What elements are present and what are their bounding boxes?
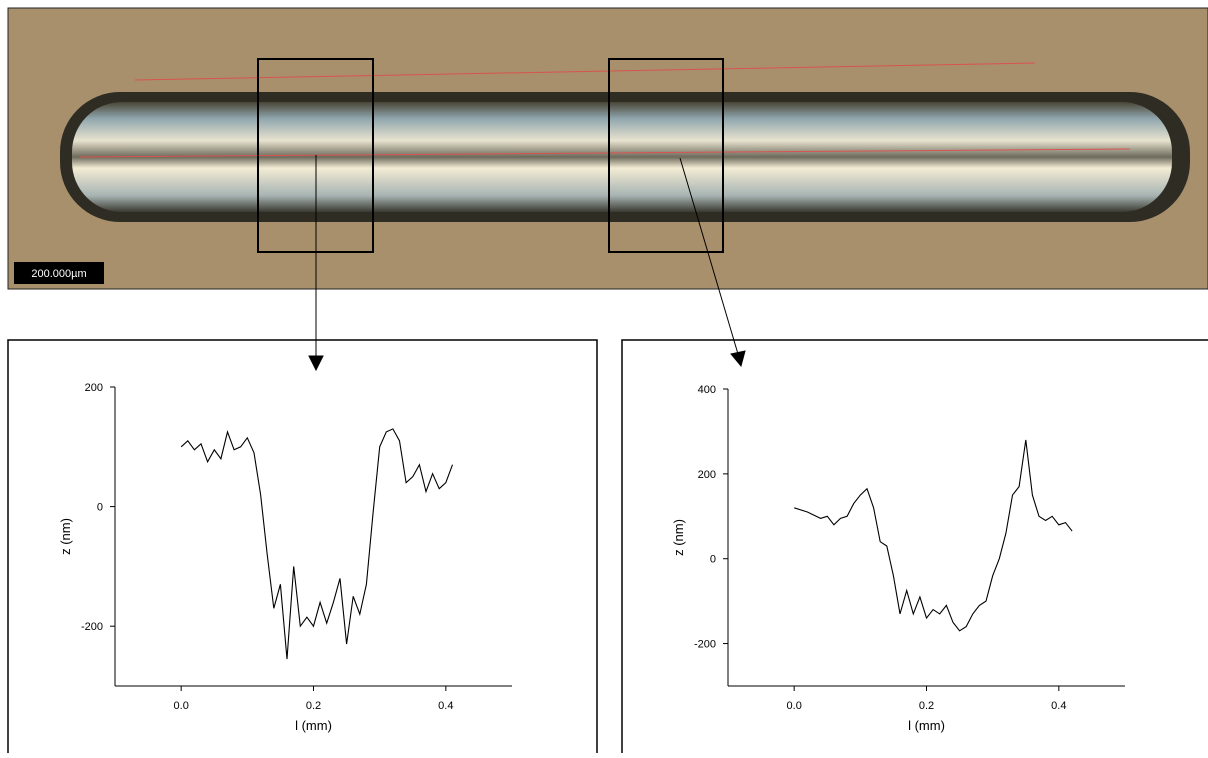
x-tick-label: 0.0 <box>174 700 189 712</box>
x-tick-label: 0.4 <box>1051 700 1066 712</box>
x-tick-label: 0.0 <box>787 700 802 712</box>
profile-line <box>79 148 1131 158</box>
x-tick-label: 0.2 <box>306 700 321 712</box>
profile-line <box>794 439 1073 632</box>
y-tick-label: -200 <box>81 621 103 633</box>
x-axis-label: l (mm) <box>295 718 332 733</box>
x-tick-label: 0.4 <box>438 700 453 712</box>
arrow-head <box>308 355 324 372</box>
scale-bar-label: 200.000µm <box>31 268 86 280</box>
y-axis-label: z (nm) <box>671 519 686 556</box>
y-tick-label: 200 <box>698 469 716 481</box>
y-axis-label: z (nm) <box>58 518 73 555</box>
y-tick-label: 0 <box>97 502 103 514</box>
arrow-head <box>730 350 746 368</box>
arrow <box>679 157 739 355</box>
arrows <box>308 155 746 372</box>
y-tick-label: 0 <box>710 554 716 566</box>
y-tick-label: -200 <box>694 639 716 651</box>
micrograph: 200.000µm <box>7 7 1208 290</box>
region-box <box>608 58 724 253</box>
scale-bar <box>14 262 104 284</box>
profile-line <box>180 428 454 660</box>
x-tick-label: 0.2 <box>919 700 934 712</box>
wear-track <box>72 102 1172 212</box>
measure-line <box>134 62 1036 81</box>
y-tick-label: 200 <box>85 382 103 394</box>
y-tick-label: 400 <box>698 384 716 396</box>
x-axis-label: l (mm) <box>908 718 945 733</box>
chart-frame <box>7 339 598 758</box>
chart-frame <box>621 339 1208 758</box>
